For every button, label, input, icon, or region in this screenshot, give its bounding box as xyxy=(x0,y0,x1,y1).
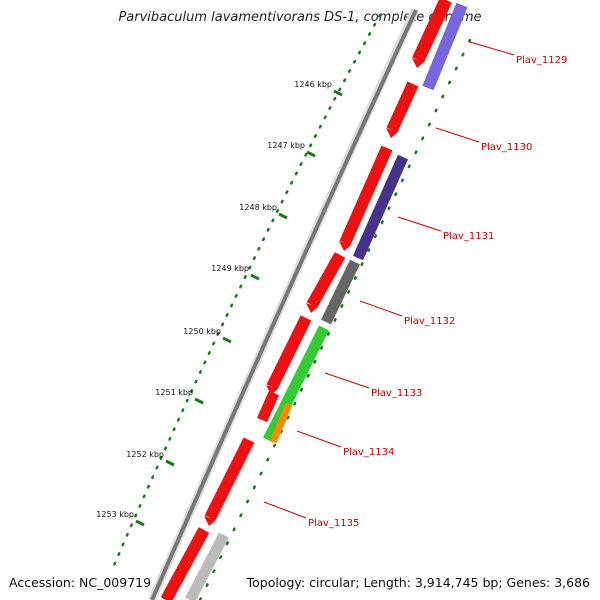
tick-mark xyxy=(135,519,145,527)
label-layer: Plav_1129 Plav_1130 Plav_1131 Plav_1132 Plav… xyxy=(263,41,567,529)
tick-mark xyxy=(222,336,232,344)
tick-mark xyxy=(306,150,316,158)
gene-label[interactable]: Plav_1134 xyxy=(343,447,394,458)
tick-mark xyxy=(278,212,288,220)
gene-label[interactable]: Plav_1129 xyxy=(516,55,567,66)
tick-layer: 1246 kbp 1247 kbp 1248 kbp 1249 kbp 1250 kbp… xyxy=(96,80,343,527)
map-title: Parvibaculum lavamentivorans DS-1, compl… xyxy=(118,10,482,25)
tick-label: 1252 kbp xyxy=(126,450,164,459)
accession-label: Accession: NC_009719 xyxy=(9,575,152,590)
tick-label: 1251 kbp xyxy=(155,388,193,397)
gene-leader-line xyxy=(359,300,403,317)
tick-mark xyxy=(333,89,343,97)
gene-arrowhead xyxy=(204,516,216,526)
gene-feature[interactable] xyxy=(266,315,312,390)
gene-layer xyxy=(160,0,468,600)
tick-mark xyxy=(250,273,260,281)
gene-arrowhead xyxy=(266,385,278,395)
gene-feature[interactable] xyxy=(256,390,280,423)
tick-mark xyxy=(165,459,175,467)
gene-feature[interactable] xyxy=(204,437,255,521)
gene-feature[interactable] xyxy=(185,532,229,600)
gene-feature[interactable] xyxy=(422,2,468,91)
gene-feature[interactable] xyxy=(321,259,360,325)
gene-feature[interactable] xyxy=(339,145,393,246)
gene-feature[interactable] xyxy=(352,154,409,261)
gene-label[interactable]: Plav_1132 xyxy=(404,316,455,327)
gene-label[interactable]: Plav_1130 xyxy=(481,142,532,153)
tick-label: 1247 kbp xyxy=(267,141,305,150)
genome-summary: Topology: circular; Length: 3,914,745 bp… xyxy=(246,575,590,590)
gene-leader-line xyxy=(324,372,370,389)
gene-feature[interactable] xyxy=(412,0,452,63)
tick-label: 1253 kbp xyxy=(96,510,134,519)
gene-feature[interactable] xyxy=(386,81,419,133)
gene-label[interactable]: Plav_1135 xyxy=(308,518,359,529)
gene-feature[interactable] xyxy=(306,252,346,308)
gene-leader-line xyxy=(435,127,480,143)
tick-label: 1250 kbp xyxy=(183,327,221,336)
tick-mark xyxy=(194,397,204,405)
gene-feature[interactable] xyxy=(269,402,293,444)
gene-leader-line xyxy=(296,430,342,448)
gene-label[interactable]: Plav_1133 xyxy=(371,388,422,399)
backbone xyxy=(150,9,418,600)
gene-feature[interactable] xyxy=(160,527,210,600)
gene-arrowhead xyxy=(306,303,318,313)
tick-label: 1246 kbp xyxy=(294,80,332,89)
gene-arrowhead xyxy=(386,128,398,138)
gene-leader-line xyxy=(397,216,442,232)
tick-label: 1249 kbp xyxy=(211,264,249,273)
gene-arrowhead xyxy=(412,58,424,68)
gene-feature[interactable] xyxy=(263,325,329,443)
gene-label[interactable]: Plav_1131 xyxy=(443,231,494,242)
gene-leader-line xyxy=(469,41,515,56)
gene-arrowhead xyxy=(339,241,351,251)
tick-label: 1248 kbp xyxy=(239,203,277,212)
gene-leader-line xyxy=(263,501,307,519)
